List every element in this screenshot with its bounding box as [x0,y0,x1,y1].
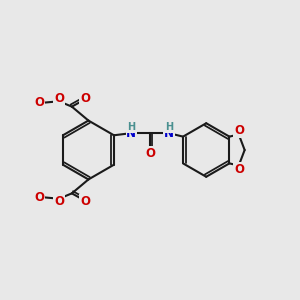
Text: O: O [34,191,44,204]
Text: O: O [54,195,64,208]
Text: O: O [80,92,90,105]
Text: O: O [145,147,155,160]
Text: O: O [80,195,90,208]
Text: H: H [127,122,135,132]
Text: H: H [165,122,173,132]
Text: N: N [164,127,174,140]
Text: O: O [34,96,44,109]
Text: O: O [234,124,244,137]
Text: N: N [126,127,136,140]
Text: O: O [54,92,64,105]
Text: O: O [234,163,244,176]
